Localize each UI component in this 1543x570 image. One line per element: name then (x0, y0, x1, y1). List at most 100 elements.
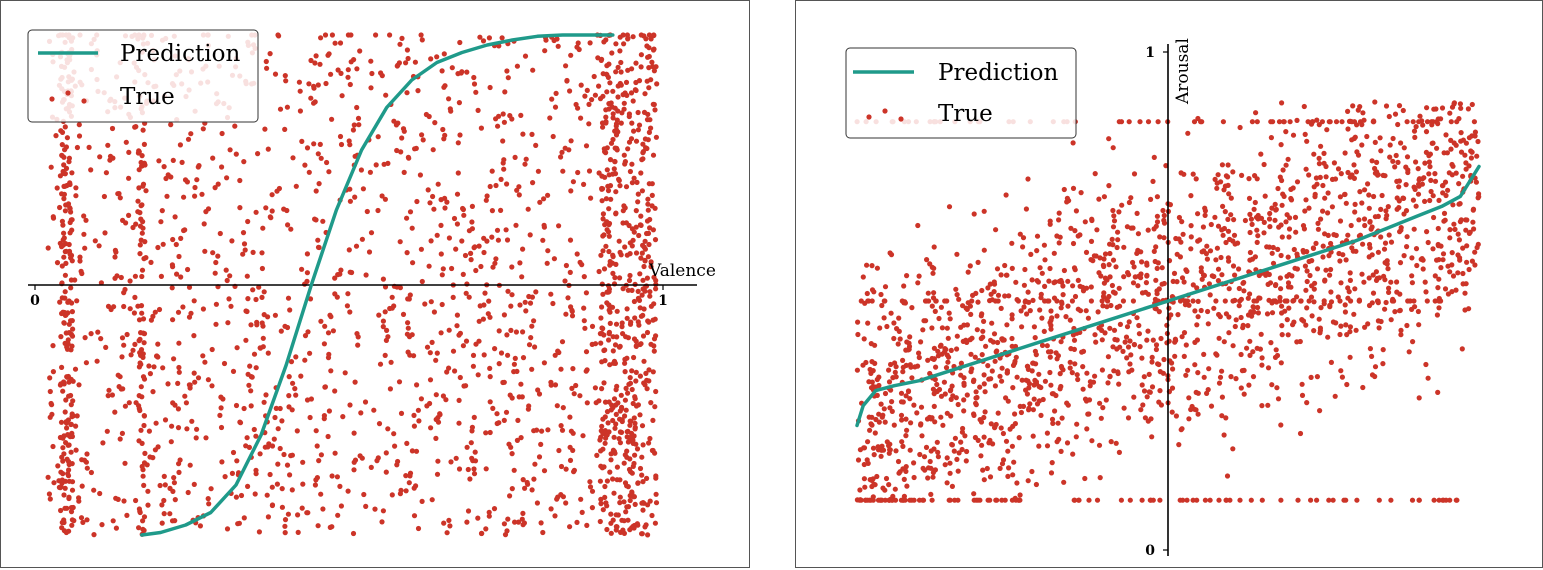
true-point (925, 290, 931, 296)
true-point (388, 359, 394, 365)
true-point (59, 263, 65, 269)
true-point (472, 449, 478, 455)
true-point (194, 426, 200, 432)
true-point (1238, 314, 1244, 321)
true-point (1039, 270, 1045, 276)
true-point (983, 343, 989, 349)
true-point (170, 264, 176, 270)
true-point (389, 294, 395, 300)
true-point (915, 222, 921, 229)
true-point (61, 230, 67, 236)
true-point (550, 133, 556, 140)
true-point (136, 167, 142, 173)
true-point (404, 440, 410, 446)
true-point (1011, 459, 1017, 465)
true-point (892, 497, 899, 503)
true-point (525, 406, 532, 412)
true-point (504, 181, 510, 187)
true-point (311, 141, 317, 147)
true-point (877, 325, 883, 331)
true-point (1070, 451, 1076, 457)
true-point (1328, 266, 1334, 273)
true-point (1469, 149, 1475, 155)
true-point (961, 408, 967, 414)
true-point (1432, 298, 1438, 304)
true-point (305, 329, 311, 335)
true-point (407, 209, 414, 215)
true-point (577, 393, 583, 399)
true-point (1320, 243, 1326, 249)
true-point (177, 142, 183, 148)
true-point (1003, 438, 1010, 444)
true-point (279, 504, 285, 510)
true-point (332, 450, 338, 456)
true-point (399, 135, 405, 141)
true-point (1117, 344, 1123, 350)
true-point (1338, 368, 1344, 374)
true-point (878, 401, 884, 407)
true-point (435, 458, 441, 464)
true-point (1167, 202, 1173, 208)
true-point (1137, 119, 1143, 125)
true-point (1131, 264, 1137, 270)
true-point (958, 439, 964, 445)
true-point (1343, 497, 1349, 503)
true-point (63, 440, 69, 446)
true-point (1469, 101, 1475, 108)
true-point (1230, 169, 1236, 175)
true-point (1265, 281, 1271, 287)
true-point (1347, 354, 1353, 360)
true-point (172, 518, 178, 524)
true-point (264, 65, 270, 71)
true-point (1013, 279, 1019, 285)
true-point (1427, 164, 1433, 170)
true-point (532, 344, 538, 350)
true-point (629, 226, 636, 232)
true-point (947, 460, 953, 466)
true-point (1199, 276, 1205, 282)
true-point (530, 67, 536, 73)
true-point (601, 39, 607, 45)
true-point (1176, 442, 1182, 448)
true-point (249, 374, 255, 380)
true-point (632, 452, 638, 458)
true-point (452, 368, 458, 374)
true-point (1029, 277, 1035, 283)
true-point (1419, 176, 1425, 182)
true-point (994, 266, 1001, 272)
true-point (367, 169, 373, 175)
true-point (66, 330, 72, 336)
true-point (434, 54, 440, 60)
true-point (608, 100, 614, 106)
true-point (263, 58, 269, 65)
true-point (556, 223, 562, 229)
true-point (608, 196, 614, 202)
true-point (1064, 199, 1070, 205)
true-point (219, 164, 225, 170)
true-point (344, 303, 350, 309)
true-point (191, 333, 197, 339)
true-point (631, 336, 638, 342)
true-point (1230, 343, 1236, 349)
true-point (1002, 293, 1008, 299)
true-point (1430, 119, 1436, 125)
true-point (909, 497, 915, 503)
true-point (1384, 258, 1390, 264)
true-point (1328, 240, 1334, 247)
true-point (1016, 435, 1022, 441)
true-point (616, 238, 622, 244)
true-point (1386, 113, 1392, 120)
true-point (500, 111, 506, 117)
true-point (1266, 271, 1272, 278)
true-point (269, 208, 275, 214)
true-point (654, 81, 660, 87)
true-point (629, 490, 635, 496)
true-point (218, 424, 225, 431)
true-point (477, 34, 483, 40)
true-point (338, 70, 344, 76)
true-point (490, 264, 496, 270)
true-point (1232, 272, 1238, 278)
true-point (200, 353, 206, 359)
true-point (229, 470, 235, 476)
true-point (902, 497, 908, 503)
